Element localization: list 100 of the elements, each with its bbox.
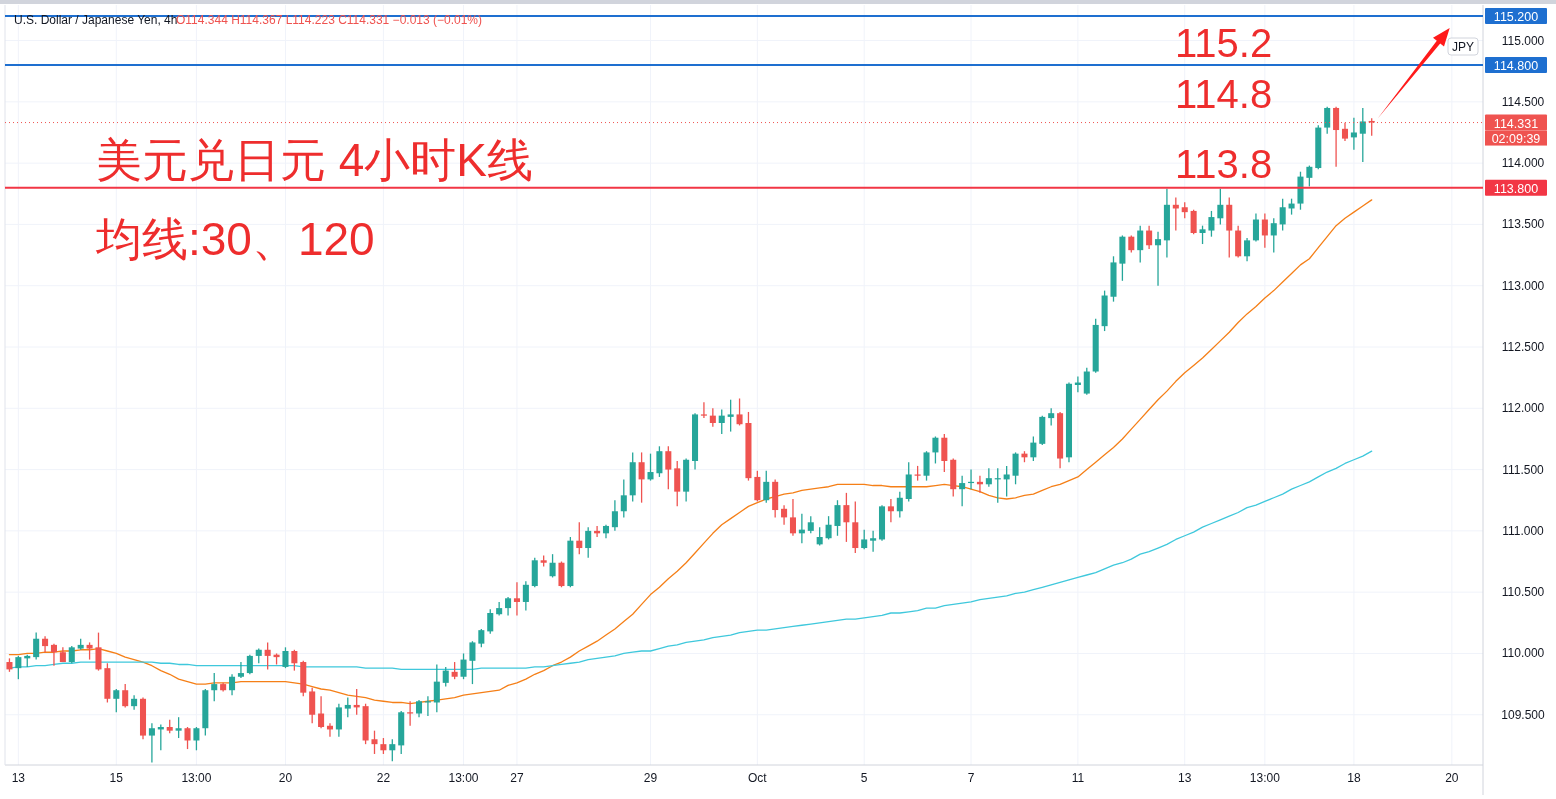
- y-tick-label: 112.000: [1501, 401, 1545, 416]
- candlestick: [1244, 237, 1251, 262]
- candlestick: [184, 726, 191, 750]
- candlestick: [1030, 435, 1037, 462]
- annotation: O114.344 H114.367 L114.223 C114.331 −0.013 (−0.01%): [176, 13, 483, 27]
- x-tick-label: 13: [11, 771, 26, 785]
- candlestick: [122, 683, 129, 709]
- candlestick: [620, 478, 627, 519]
- candlestick: [50, 643, 57, 667]
- candlestick: [1083, 367, 1090, 396]
- x-tick-label: 11: [1071, 771, 1085, 785]
- candlestick: [478, 628, 485, 648]
- candlestick: [229, 673, 236, 696]
- ref-line-label: 114.800: [1493, 59, 1539, 74]
- candlestick: [611, 499, 618, 532]
- candlestick: [665, 445, 672, 490]
- candlestick: [638, 451, 645, 504]
- candlestick: [335, 703, 342, 738]
- candlestick: [1154, 231, 1162, 287]
- candlestick: [1350, 117, 1357, 151]
- candlestick: [1261, 212, 1268, 249]
- candlestick: [15, 655, 22, 680]
- candlestick: [816, 526, 823, 547]
- candlestick: [113, 688, 120, 713]
- candlestick: [700, 401, 707, 419]
- annotation: 114.8: [1175, 72, 1273, 116]
- candlestick: [433, 663, 440, 713]
- candlestick: [763, 470, 770, 504]
- candlestick: [318, 695, 325, 729]
- x-tick-label: 7: [967, 771, 975, 785]
- candlestick: [647, 453, 654, 482]
- candlestick: [371, 730, 378, 755]
- text: 02:09:39: [1491, 131, 1541, 146]
- candlestick: [789, 498, 796, 537]
- x-tick-label: 20: [1445, 771, 1459, 785]
- candlestick: [246, 654, 253, 675]
- candlestick: [460, 652, 467, 680]
- y-tick-label: 109.500: [1501, 707, 1546, 722]
- y-tick-label: 113.500: [1501, 217, 1545, 232]
- candlestick: [558, 560, 565, 588]
- candlestick: [513, 581, 520, 617]
- candlestick: [522, 580, 529, 612]
- y-tick-label: 110.500: [1501, 585, 1545, 600]
- candlestick: [1279, 198, 1286, 232]
- candlestick: [1270, 217, 1277, 254]
- ref-line-label: 113.800: [1493, 181, 1539, 196]
- candlestick: [469, 640, 476, 685]
- currency-badge: JPY: [1447, 37, 1479, 56]
- y-tick-label: 111.000: [1502, 523, 1545, 538]
- candlestick: [709, 407, 716, 428]
- candlestick: [1146, 225, 1153, 250]
- y-tick-label: 115.000: [1501, 33, 1545, 48]
- candlestick: [932, 435, 939, 465]
- candlestick: [1208, 210, 1215, 238]
- candlestick: [941, 433, 948, 473]
- candlestick: [1324, 106, 1331, 135]
- y-tick-label: 114.500: [1501, 94, 1545, 109]
- candlestick: [576, 521, 583, 555]
- x-tick-label: 29: [643, 771, 658, 785]
- candlestick: [344, 696, 351, 718]
- candlestick: [1003, 465, 1010, 498]
- text: 均线:30、120: [95, 213, 375, 265]
- candlestick: [487, 608, 494, 635]
- x-tick-label: 13: [1178, 771, 1192, 785]
- x-tick-label: 22: [376, 771, 391, 785]
- y-tick-label: 114.000: [1501, 156, 1545, 171]
- candlestick: [834, 499, 841, 537]
- candlestick: [1306, 164, 1313, 188]
- x-tick-label: 13:00: [1249, 771, 1281, 785]
- candlestick: [825, 515, 832, 541]
- candlestick: [923, 450, 930, 482]
- candlestick: [549, 553, 556, 579]
- x-tick-label: 18: [1347, 771, 1361, 785]
- candlestick: [264, 641, 271, 671]
- annotation: JPY: [1451, 40, 1475, 54]
- candlestick: [309, 687, 316, 724]
- candlestick: [1252, 212, 1259, 243]
- candlestick: [1012, 451, 1019, 485]
- ref-line-label: 115.200: [1493, 10, 1539, 25]
- x-tick-label: 20: [278, 771, 293, 785]
- candlestick: [870, 530, 877, 553]
- x-tick-label: 5: [860, 771, 868, 785]
- candlestick: [442, 666, 449, 688]
- candlestick: [959, 475, 966, 507]
- x-tick-label: 15: [109, 771, 124, 785]
- candlestick: [674, 460, 681, 507]
- candlestick: [896, 491, 903, 519]
- candlestick: [33, 631, 40, 661]
- candlestick: [1190, 209, 1197, 235]
- candlestick: [505, 596, 512, 617]
- candlestick: [148, 722, 155, 764]
- candlestick: [1137, 225, 1144, 264]
- candlestick: [736, 397, 743, 427]
- candlestick: [1199, 225, 1206, 245]
- candlestick: [1341, 122, 1349, 142]
- x-tick-label: 13:00: [181, 771, 212, 785]
- x-tick-label: 13:00: [448, 771, 479, 785]
- y-tick-label: 112.500: [1501, 340, 1545, 354]
- candlestick: [718, 408, 725, 435]
- x-tick-label: 27: [510, 771, 524, 785]
